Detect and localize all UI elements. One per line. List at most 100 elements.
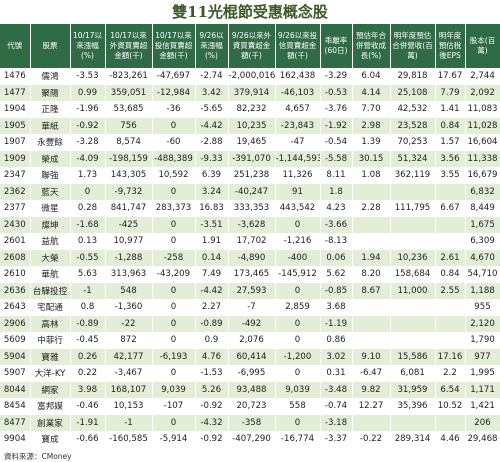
table-cell: 16,679 <box>465 167 500 184</box>
table-row: 1909 榮成 -4.09 -198,159 -488,389 -9.33 -391,070… <box>0 150 500 167</box>
table-cell: 11,326 <box>275 167 321 184</box>
table-cell: 0 <box>275 332 321 349</box>
table-cell: 8.67 <box>352 282 391 299</box>
table-cell: 2,859 <box>275 299 321 316</box>
table-cell: 10,236 <box>390 249 436 266</box>
header-cell: 9/26以來外資買賣超金額(千) <box>228 24 276 68</box>
table-cell: 333,353 <box>228 200 276 217</box>
table-cell: 2.98 <box>352 117 391 134</box>
table-cell: -1,144,593 <box>275 150 321 167</box>
table-cell: 2,744 <box>465 68 500 85</box>
table-cell <box>435 216 466 233</box>
table-cell: 9,039 <box>275 381 321 398</box>
table-row: 2610 華航 5.63 313,963 -43,209 7.49 173,465 -145,… <box>0 266 500 283</box>
table-cell: 19,465 <box>228 134 276 151</box>
table-body: 1476 儒鴻 -3.53 -823,261 -47,697 -2.74 -2,000,01… <box>0 68 500 448</box>
table-cell: -1,360 <box>105 299 153 316</box>
table-cell: -22 <box>105 315 153 332</box>
table-cell: 443,542 <box>275 200 321 217</box>
table-cell: -8.13 <box>320 233 353 250</box>
table-cell: -0.92 <box>195 398 229 415</box>
table-cell: 31,959 <box>390 381 436 398</box>
table-cell <box>390 233 436 250</box>
table-cell: 0.26 <box>70 348 106 365</box>
table-cell: -1,288 <box>105 249 153 266</box>
table-cell: 251,238 <box>228 167 276 184</box>
table-cell: 30.15 <box>352 150 391 167</box>
table-cell: 6.04 <box>352 68 391 85</box>
table-row: 5907 大洋-KY 0.22 -3,467 0 -1.53 -6,995 0 0.31 -6.4… <box>0 365 500 382</box>
table-cell: 20,723 <box>228 398 276 415</box>
table-cell: 2.2 <box>435 365 466 382</box>
table-cell: 3.24 <box>195 183 229 200</box>
table-cell: 聚陽 <box>30 84 71 101</box>
table-cell <box>352 183 391 200</box>
source-note: 資料來源：CMoney <box>4 451 72 461</box>
table-row: 1477 聚陽 0.99 359,051 -12,984 3.42 379,914 -46,1… <box>0 84 500 101</box>
table-cell: -5,914 <box>152 431 196 448</box>
table-cell: -0.74 <box>320 398 353 415</box>
table-cell: -3.18 <box>320 414 353 431</box>
table-cell: 1.91 <box>195 233 229 250</box>
title: 雙11光棍節受惠概念股 <box>172 3 328 21</box>
table-cell: 1,171 <box>465 381 500 398</box>
table-cell: 寶雅 <box>30 348 71 365</box>
table-cell <box>435 299 466 316</box>
header-cell: 股票 <box>30 24 71 68</box>
table-cell: -0.22 <box>352 431 391 448</box>
table-cell: 10,153 <box>105 398 153 415</box>
table-cell: 1907 <box>0 134 31 151</box>
table-cell <box>435 183 466 200</box>
table-cell: 10,977 <box>105 233 153 250</box>
table-cell: 網家 <box>30 381 71 398</box>
table-cell: -46,103 <box>275 84 321 101</box>
table-cell: 0.22 <box>70 365 106 382</box>
table-cell: 25,108 <box>390 84 436 101</box>
table-cell: 11,083 <box>465 101 500 118</box>
table-row: 2601 益航 0.13 10,977 0 1.91 17,702 -1,216 -8.13 6,… <box>0 233 500 250</box>
table-cell: -1,216 <box>275 233 321 250</box>
table-cell: 1,790 <box>465 332 500 349</box>
table-cell: 0 <box>152 183 196 200</box>
table-cell: 0.13 <box>70 233 106 250</box>
table-cell: 5609 <box>0 332 31 349</box>
table-cell: 3.02 <box>320 348 353 365</box>
table-cell: -0.54 <box>320 134 353 151</box>
table-cell: 0.31 <box>320 365 353 382</box>
table-cell: -3.51 <box>195 216 229 233</box>
header-cell: 預估年合併營收成長(%) <box>352 24 391 68</box>
table-cell: 60,414 <box>228 348 276 365</box>
table-cell: 3.56 <box>435 150 466 167</box>
table-cell: -2.88 <box>195 134 229 151</box>
header-cell: 明年度預估合併營收(百萬) <box>390 24 436 68</box>
table-cell: 宅配通 <box>30 299 71 316</box>
header-cell: 9/26以來漲幅(%) <box>195 24 229 68</box>
table-row: 5609 中菲行 -0.45 872 0 0.9 2,076 0 0.86 1,790 <box>0 332 500 349</box>
table-cell: 16.83 <box>195 200 229 217</box>
table-cell: 53,685 <box>105 101 153 118</box>
table-cell: 4,657 <box>275 101 321 118</box>
table-cell: 548 <box>105 282 153 299</box>
table-cell: 2362 <box>0 183 31 200</box>
table-cell: -1.92 <box>320 117 353 134</box>
table-cell: 1476 <box>0 68 31 85</box>
table-cell: -4.42 <box>195 117 229 134</box>
table-cell: -2,000,016 <box>228 68 276 85</box>
header-cell: 明年度預估稅後EPS <box>435 24 466 68</box>
table-cell: 8044 <box>0 381 31 398</box>
header-cell: 10/17以來投信買賣超金額(千) <box>152 24 196 68</box>
table-cell: 1.94 <box>352 249 391 266</box>
table-cell: 289,314 <box>390 431 436 448</box>
table-cell: -9.33 <box>195 150 229 167</box>
table-cell: 0 <box>70 183 106 200</box>
table-cell: 2377 <box>0 200 31 217</box>
table-cell <box>435 315 466 332</box>
table-cell: -1 <box>105 414 153 431</box>
table-cell: -823,261 <box>105 68 153 85</box>
table-row: 2643 宅配通 0.8 -1,360 0 2.27 -7 2,859 3.68 955 <box>0 299 500 316</box>
table-cell: 2643 <box>0 299 31 316</box>
table-row: 5904 寶雅 0.26 42,177 -6,193 4.76 60,414 -1,200 3.… <box>0 348 500 365</box>
table-cell: 1477 <box>0 84 31 101</box>
table-cell: 93,488 <box>228 381 276 398</box>
table-cell: 1.73 <box>70 167 106 184</box>
